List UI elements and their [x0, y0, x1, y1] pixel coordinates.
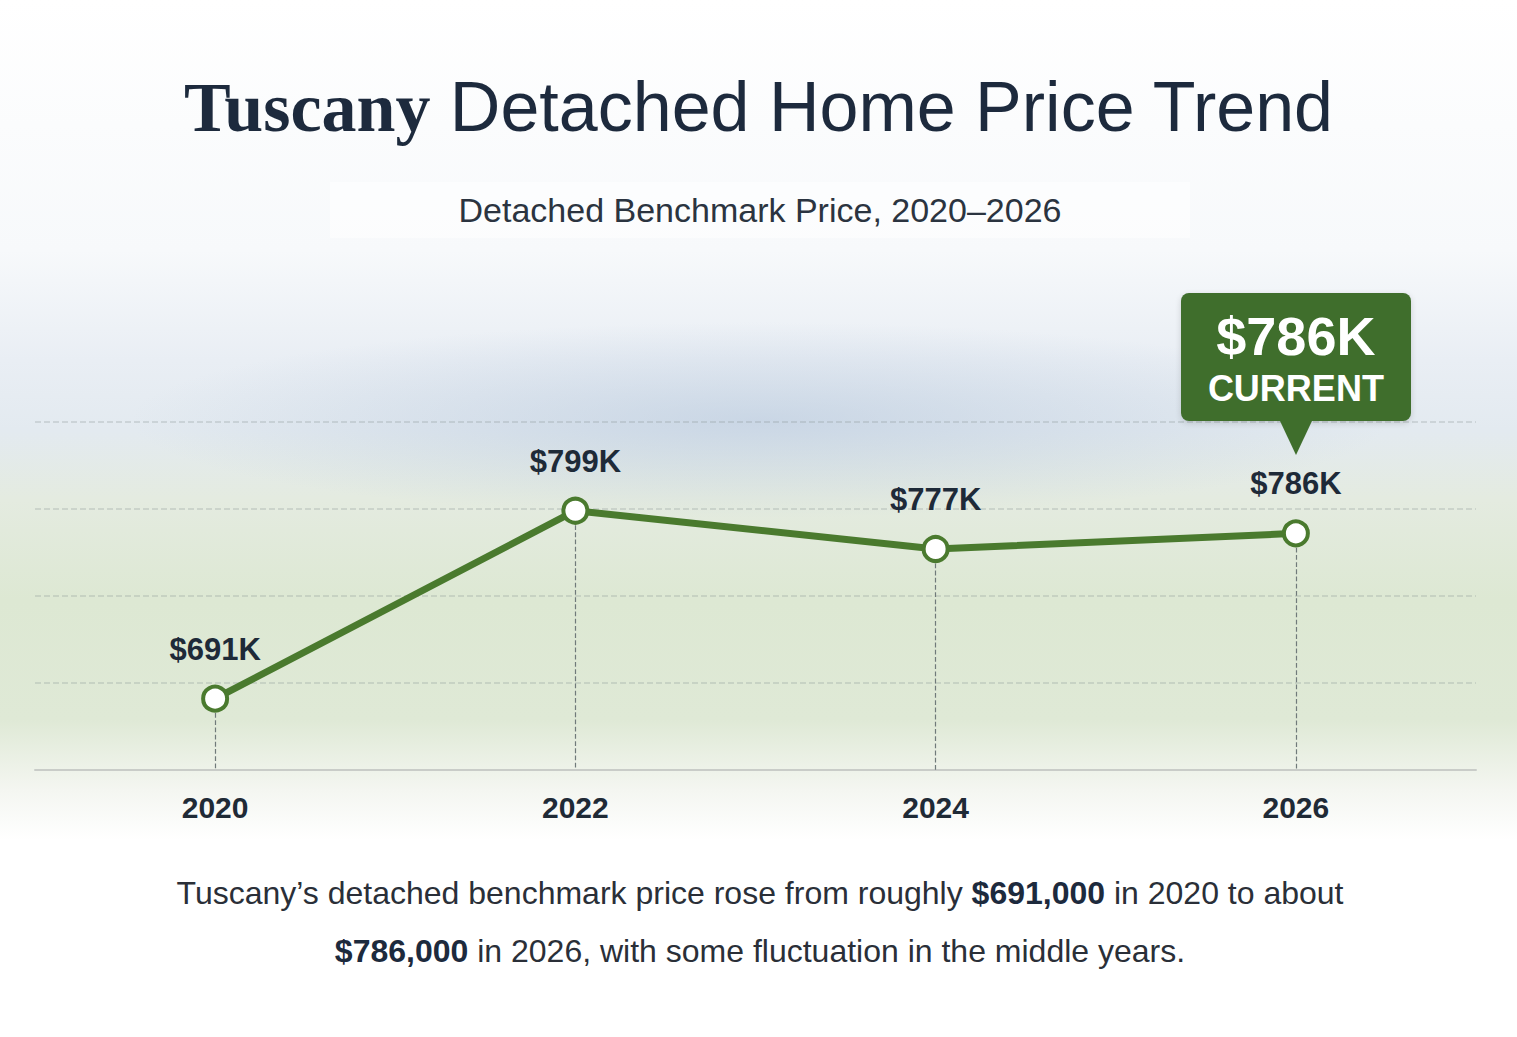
svg-text:2020: 2020 [182, 791, 249, 824]
html-text:CURRENT: CURRENT [1207, 368, 1384, 410]
html-text:Tuscany’s detached benchmark p: Tuscany’s detached benchmark price rose … [176, 875, 1344, 911]
svg-text:$799K: $799K [530, 444, 622, 479]
svg-text:2026: 2026 [1263, 791, 1330, 824]
html-text:$786K: $786K [1216, 306, 1376, 367]
html-text:$786,000 in 2026, with some fl: $786,000 in 2026, with some fluctuation … [334, 933, 1186, 969]
svg-text:$777K: $777K [890, 482, 982, 517]
html-text:Tuscany Detached Home Price Tr: Tuscany Detached Home Price Trend [184, 68, 1333, 146]
svg-text:$691K: $691K [169, 632, 261, 667]
svg-text:2022: 2022 [542, 791, 609, 824]
svg-text:$786K: $786K [1250, 466, 1342, 501]
html-text:Detached Benchmark Price, 2020: Detached Benchmark Price, 2020–2026 [458, 191, 1062, 229]
svg-text:2024: 2024 [902, 791, 969, 824]
